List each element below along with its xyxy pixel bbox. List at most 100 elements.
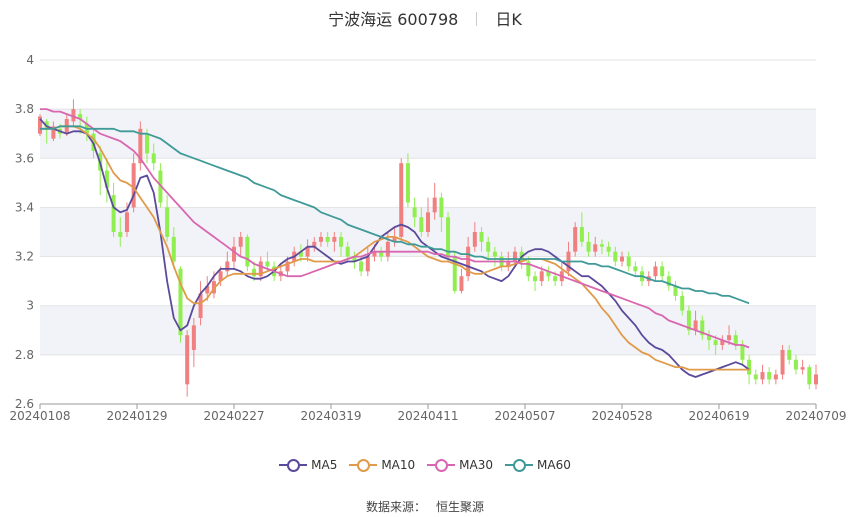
candle — [593, 236, 598, 257]
candle — [459, 268, 464, 294]
candle-body — [399, 163, 404, 237]
candle-body — [138, 128, 143, 164]
candle-body — [680, 295, 685, 311]
candle-body — [392, 236, 397, 242]
candle — [425, 197, 431, 237]
candle — [760, 364, 765, 385]
candle — [526, 256, 531, 282]
candle — [492, 246, 497, 267]
legend-swatch — [505, 458, 534, 472]
candle-body — [472, 232, 477, 247]
candle — [787, 345, 792, 365]
candle-body — [747, 359, 752, 375]
candle — [680, 290, 685, 316]
candle — [633, 261, 638, 277]
candle — [111, 182, 116, 237]
candle-body — [372, 251, 377, 257]
candle-body — [412, 207, 417, 218]
candle-body — [526, 261, 531, 277]
candle-body — [693, 320, 698, 331]
candle-body — [479, 232, 484, 242]
candle — [599, 239, 604, 255]
candle — [258, 256, 263, 282]
candle-body — [633, 266, 638, 272]
candle-body — [506, 261, 511, 267]
candle-body — [191, 325, 196, 350]
candle — [800, 359, 805, 375]
candle — [171, 227, 176, 269]
candle-body — [459, 276, 464, 291]
y-tick-label: 3.2 — [15, 250, 34, 264]
candle — [606, 241, 611, 257]
ma5-line — [39, 118, 750, 378]
candlestick-chart[interactable]: 2.62.833.23.43.63.84 20240108 20240129 202… — [0, 0, 850, 450]
candle-body — [325, 236, 330, 242]
candle — [104, 158, 109, 203]
y-tick-label: 2.6 — [15, 397, 34, 411]
candle — [185, 330, 190, 397]
candle-body — [673, 286, 678, 296]
candle — [225, 251, 230, 277]
candle-body — [760, 372, 765, 380]
candle-body — [305, 246, 310, 257]
candle — [753, 369, 758, 385]
candle-body — [740, 345, 745, 360]
candle — [720, 335, 725, 350]
candle-body — [185, 335, 190, 385]
candle-body — [546, 271, 551, 277]
candle-body — [539, 271, 544, 282]
y-tick-label: 3.8 — [15, 102, 34, 116]
candle — [352, 251, 357, 269]
candle — [191, 318, 196, 368]
x-tick-label: 20240619 — [688, 409, 749, 423]
legend-item-ma10[interactable]: MA10 — [349, 458, 415, 472]
candle-body — [298, 251, 303, 257]
plot-band — [40, 109, 816, 159]
legend-item-ma5[interactable]: MA5 — [279, 458, 337, 472]
legend-item-ma60[interactable]: MA60 — [505, 458, 571, 472]
candle — [486, 236, 491, 262]
candle-body — [151, 153, 156, 164]
legend-swatch — [427, 458, 456, 472]
candle — [673, 281, 678, 301]
candle-body — [339, 236, 344, 247]
candle-body — [165, 207, 170, 237]
candle — [653, 261, 658, 282]
candle-body — [78, 114, 83, 119]
candle-body — [492, 251, 497, 257]
candle-body — [599, 244, 604, 247]
chart-legend: MA5 MA10 MA30 MA60 — [0, 458, 850, 475]
candle-body — [385, 241, 390, 257]
candle — [626, 251, 631, 272]
candle — [733, 330, 738, 350]
data-source: 数据来源： 恒生聚源 — [0, 498, 850, 515]
candle — [439, 192, 444, 232]
candle — [700, 315, 705, 341]
candle-body — [285, 261, 290, 272]
candle — [138, 121, 143, 171]
legend-label: MA30 — [459, 458, 494, 472]
candle-body — [452, 256, 457, 291]
candle-body — [238, 236, 243, 247]
candle — [332, 232, 337, 252]
candle-body — [231, 246, 237, 262]
candle-body — [131, 163, 136, 208]
x-tick-label: 20240507 — [494, 409, 555, 423]
candle-body — [118, 232, 123, 237]
candle-body — [606, 246, 611, 252]
candle-body — [145, 133, 150, 154]
candle-body — [419, 217, 424, 232]
candle — [686, 305, 691, 336]
candle — [773, 369, 778, 385]
candle-body — [432, 197, 437, 213]
candle — [405, 153, 410, 208]
candle-body — [533, 276, 538, 282]
legend-label: MA60 — [537, 458, 571, 472]
candle-body — [626, 256, 631, 267]
candle — [706, 330, 711, 350]
legend-item-ma30[interactable]: MA30 — [427, 458, 493, 472]
candle — [318, 232, 323, 247]
candle-body — [700, 320, 705, 336]
candle — [452, 251, 457, 294]
legend-swatch — [349, 458, 378, 472]
